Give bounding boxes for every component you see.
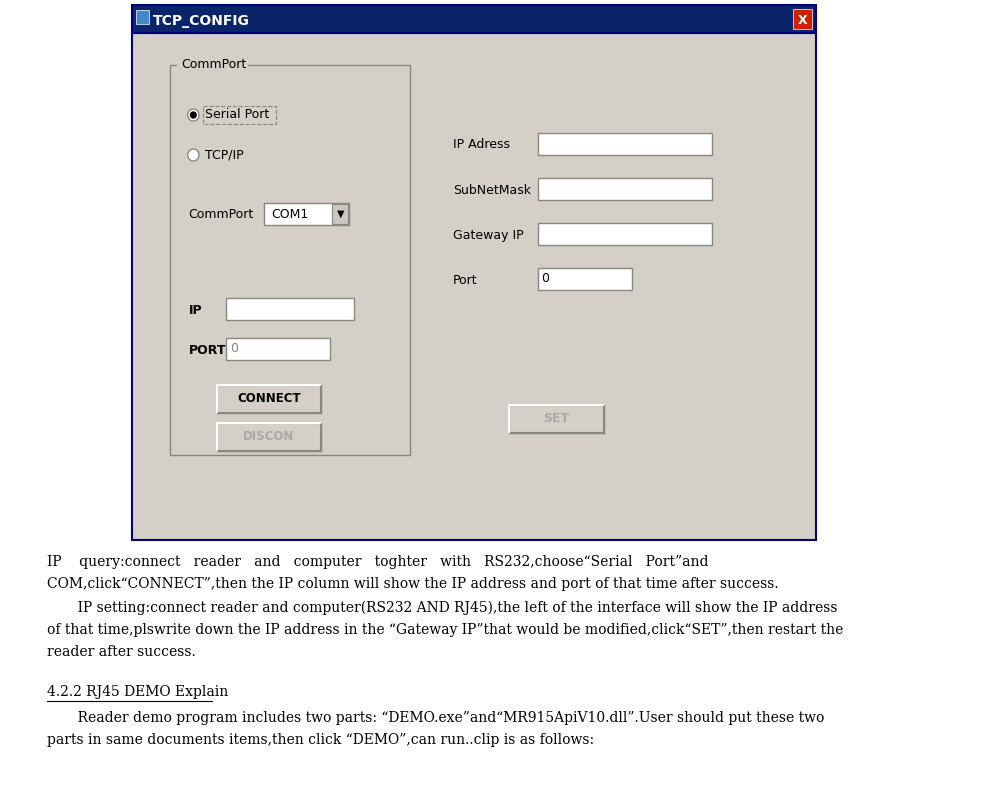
Text: IP: IP xyxy=(189,304,202,316)
Text: Reader demo program includes two parts: “DEMO.exe”and“MR915ApiV10.dll”.User shou: Reader demo program includes two parts: … xyxy=(47,711,823,725)
Text: reader after success.: reader after success. xyxy=(47,645,196,659)
FancyBboxPatch shape xyxy=(170,65,410,455)
Text: SubNetMask: SubNetMask xyxy=(452,183,531,196)
Circle shape xyxy=(188,109,199,121)
Text: 4.2.2 RJ45 DEMO Explain: 4.2.2 RJ45 DEMO Explain xyxy=(47,685,229,699)
Text: Gateway IP: Gateway IP xyxy=(452,228,523,241)
Text: Serial Port: Serial Port xyxy=(205,108,269,122)
Text: ▼: ▼ xyxy=(336,209,344,219)
Text: CONNECT: CONNECT xyxy=(237,392,300,405)
FancyBboxPatch shape xyxy=(226,298,353,320)
Text: 0: 0 xyxy=(541,272,549,285)
FancyBboxPatch shape xyxy=(135,10,148,24)
FancyBboxPatch shape xyxy=(264,203,349,225)
FancyBboxPatch shape xyxy=(537,178,711,200)
Text: CommPort: CommPort xyxy=(189,208,254,222)
FancyBboxPatch shape xyxy=(792,9,811,29)
FancyBboxPatch shape xyxy=(537,223,711,245)
FancyBboxPatch shape xyxy=(217,423,320,451)
Text: COM1: COM1 xyxy=(272,207,309,220)
FancyBboxPatch shape xyxy=(226,338,330,360)
Text: of that time,plswrite down the IP address in the “Gateway IP”that would be modif: of that time,plswrite down the IP addres… xyxy=(47,623,843,637)
Text: CommPort: CommPort xyxy=(181,58,246,71)
FancyBboxPatch shape xyxy=(537,268,631,290)
FancyBboxPatch shape xyxy=(332,204,348,224)
Text: IP setting:connect reader and computer(RS232 AND RJ45),the left of the interface: IP setting:connect reader and computer(R… xyxy=(47,601,837,615)
Circle shape xyxy=(191,112,196,118)
FancyBboxPatch shape xyxy=(509,405,603,433)
Text: COM,click“CONNECT”,then the IP column will show the IP address and port of that : COM,click“CONNECT”,then the IP column wi… xyxy=(47,577,778,591)
Text: parts in same documents items,then click “DEMO”,can run..clip is as follows:: parts in same documents items,then click… xyxy=(47,733,594,747)
Text: TCP/IP: TCP/IP xyxy=(205,148,243,162)
Text: 0: 0 xyxy=(230,343,238,356)
Text: DISCON: DISCON xyxy=(243,430,294,444)
Text: IP    query:connect   reader   and   computer   toghter   with   RS232,choose“Se: IP query:connect reader and computer tog… xyxy=(47,555,708,569)
Text: Port: Port xyxy=(452,273,476,287)
FancyBboxPatch shape xyxy=(537,133,711,155)
FancyBboxPatch shape xyxy=(132,33,815,540)
Circle shape xyxy=(188,149,199,161)
Text: PORT: PORT xyxy=(189,344,226,356)
Text: TCP_CONFIG: TCP_CONFIG xyxy=(152,14,250,28)
Text: X: X xyxy=(797,14,806,26)
Text: SET: SET xyxy=(543,413,569,425)
FancyBboxPatch shape xyxy=(132,5,815,33)
Text: IP Adress: IP Adress xyxy=(452,139,510,151)
FancyBboxPatch shape xyxy=(178,57,248,73)
FancyBboxPatch shape xyxy=(217,385,320,413)
